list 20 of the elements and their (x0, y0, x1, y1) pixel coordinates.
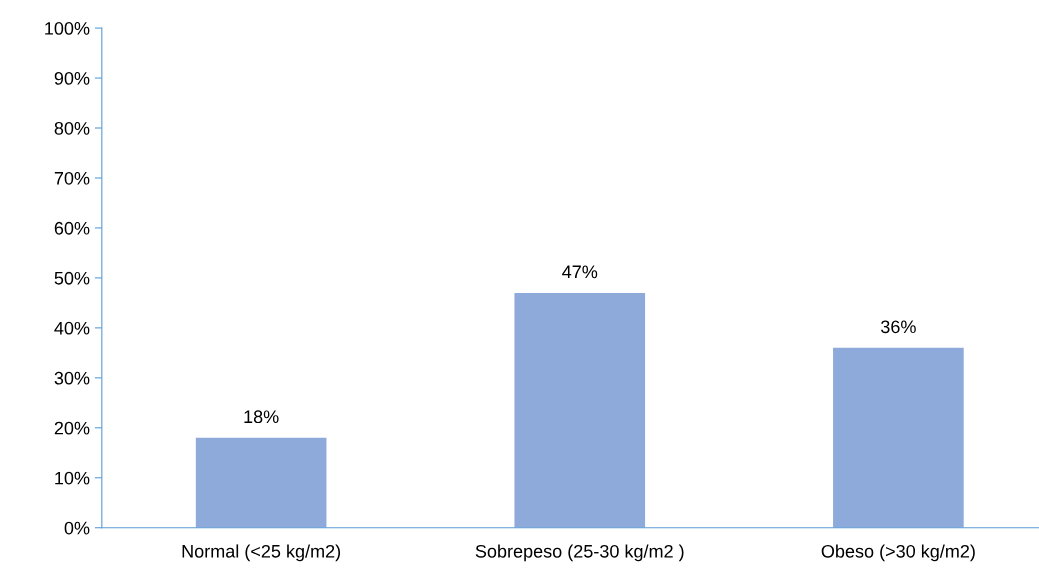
y-tick-label: 60% (54, 221, 90, 235)
y-tick-label: 100% (45, 22, 90, 35)
y-tick-label: 0% (64, 521, 90, 535)
bar (514, 292, 646, 528)
data-label: 36% (881, 320, 916, 334)
data-label: 47% (562, 265, 598, 279)
x-tick-label: Obeso (>30 kg/m2) (821, 544, 975, 562)
y-tick-label: 50% (54, 271, 90, 285)
data-label: 18% (244, 410, 279, 424)
y-tick-label: 40% (54, 321, 90, 335)
y-tick-label: 10% (55, 471, 90, 485)
y-tick-label: 80% (54, 121, 90, 135)
bar (195, 437, 327, 528)
x-tick-label: Normal (<25 kg/m2) (182, 544, 341, 562)
y-tick-label: 90% (54, 71, 90, 85)
x-tick-label: Sobrepeso (25-30 kg/m2 ) (475, 544, 684, 562)
y-tick-label: 20% (54, 421, 90, 435)
y-tick-label: 30% (54, 371, 90, 385)
y-tick-label: 70% (54, 171, 90, 185)
bar (833, 347, 964, 528)
